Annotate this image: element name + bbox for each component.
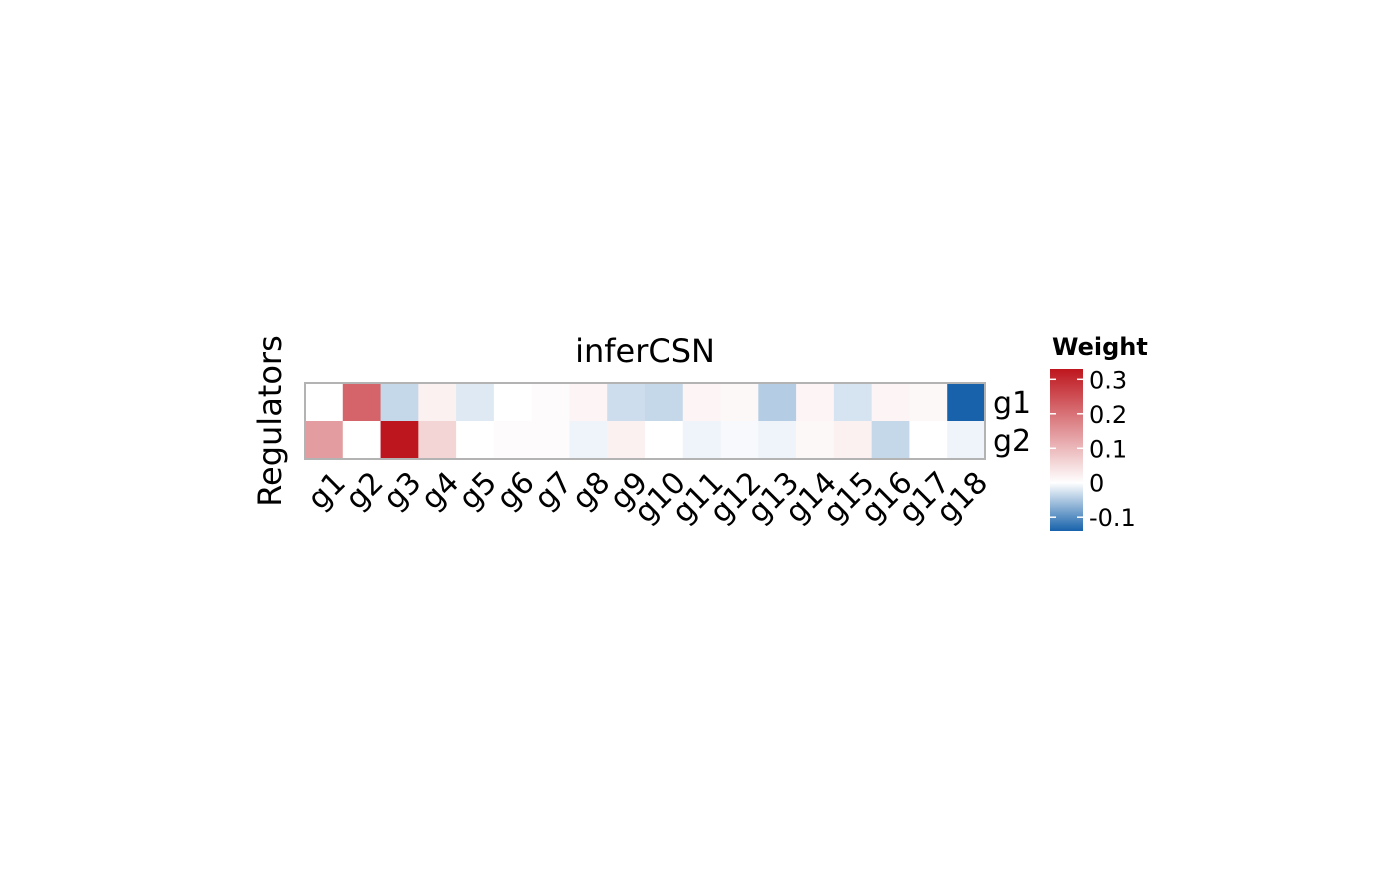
colorbar-tick-label: 0.1	[1089, 435, 1127, 463]
heatmap-cell-g1-g8	[569, 383, 608, 422]
heatmap-cell-g2-g2	[342, 421, 382, 460]
heatmap-cell-g1-g18	[947, 383, 986, 422]
column-labels: g1g2g3g4g5g6g7g8g9g10g11g12g13g14g15g16g…	[301, 465, 995, 530]
heatmap-cell-g2-g16	[871, 421, 910, 460]
heatmap-cell-g1-g6	[493, 383, 533, 422]
colorbar-title: Weight	[1052, 333, 1148, 361]
chart-title: inferCSN	[575, 332, 715, 370]
heatmap-cell-g1-g11	[682, 383, 722, 422]
colorbar-tick-label: 0.2	[1089, 401, 1127, 429]
colorbar	[1050, 369, 1083, 531]
heatmap-cell-g1-g13	[758, 383, 797, 422]
colorbar-ticks: 0.3 0.2 0.1 0 -0.1	[1050, 366, 1136, 532]
heatmap-cell-g2-g4	[418, 421, 457, 460]
heatmap-cell-g1-g16	[871, 383, 910, 422]
colorbar-tick-label: 0	[1089, 470, 1104, 498]
colorbar-tick-label: 0.3	[1089, 366, 1127, 394]
heatmap-cell-g2-g18	[947, 421, 986, 460]
heatmap-cell-g2-g17	[909, 421, 948, 460]
row-label-g1: g1	[993, 386, 1031, 421]
heatmap-cell-g1-g5	[456, 383, 495, 422]
heatmap-cells	[305, 383, 986, 460]
heatmap-cell-g1-g15	[833, 383, 873, 422]
heatmap-cell-g1-g2	[342, 383, 382, 422]
heatmap-cell-g1-g7	[531, 383, 570, 422]
heatmap-cell-g1-g14	[796, 383, 835, 422]
heatmap-border	[304, 382, 986, 460]
heatmap-cell-g2-g12	[720, 421, 759, 460]
heatmap-cell-g2-g14	[796, 421, 835, 460]
heatmap-cell-g1-g17	[909, 383, 948, 422]
heatmap-cell-g2-g7	[531, 421, 570, 460]
heatmap-cell-g2-g6	[493, 421, 533, 460]
heatmap-cell-g2-g10	[645, 421, 684, 460]
y-axis-label: Regulators	[251, 335, 289, 507]
heatmap-cell-g2-g11	[682, 421, 722, 460]
row-label-g2: g2	[993, 424, 1031, 459]
heatmap-cell-g2-g9	[607, 421, 646, 460]
colorbar-tick-label: -0.1	[1089, 504, 1136, 532]
heatmap-cell-g1-g1	[305, 383, 344, 422]
heatmap-cell-g1-g3	[380, 383, 419, 422]
heatmap-cell-g1-g12	[720, 383, 759, 422]
heatmap-cell-g2-g15	[833, 421, 873, 460]
heatmap-cell-g2-g13	[758, 421, 797, 460]
heatmap-cell-g1-g10	[645, 383, 684, 422]
heatmap-cell-g2-g1	[305, 421, 344, 460]
heatmap-cell-g1-g4	[418, 383, 457, 422]
heatmap-cell-g2-g5	[456, 421, 495, 460]
heatmap-cell-g1-g9	[607, 383, 646, 422]
heatmap-cell-g2-g8	[569, 421, 608, 460]
heatmap-cell-g2-g3	[380, 421, 419, 460]
